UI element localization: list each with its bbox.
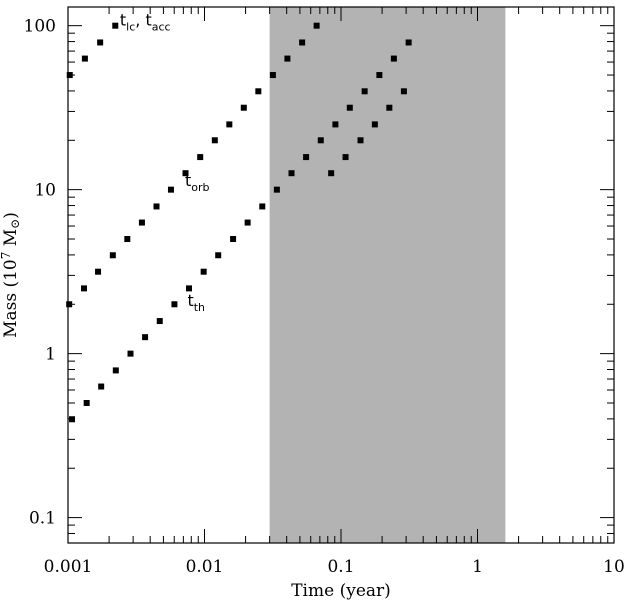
- data-point-torb: [182, 170, 189, 177]
- data-point-tth: [98, 383, 105, 390]
- series-label-subscript: th: [194, 301, 205, 314]
- data-point-tlc_tacc: [81, 55, 88, 62]
- x-tick-label: 10: [603, 557, 625, 577]
- data-point-tlc_tacc: [112, 22, 119, 29]
- data-point-torb: [357, 137, 364, 144]
- x-tick-label: 1: [472, 557, 483, 577]
- data-point-torb: [284, 55, 291, 62]
- series-label-tlc_tacc: tlc, tacc: [120, 11, 171, 34]
- data-point-tth: [259, 203, 266, 210]
- data-point-torb: [197, 154, 204, 161]
- data-point-torb: [386, 104, 393, 111]
- series-label-torb: torb: [185, 171, 210, 194]
- series-label-subscript: orb: [191, 181, 209, 194]
- y-axis-title-exponent: 7: [0, 252, 13, 260]
- y-tick-label: 1: [45, 345, 56, 365]
- data-point-torb: [269, 72, 276, 79]
- data-point-tth: [376, 72, 383, 79]
- series-label-subscript: lc: [126, 21, 135, 34]
- data-point-tth: [112, 367, 119, 374]
- data-point-torb: [81, 285, 88, 292]
- data-point-torb: [153, 203, 160, 210]
- data-point-tth: [244, 219, 251, 226]
- y-axis-title-main: Mass (10: [1, 259, 21, 338]
- plot-frame: [67, 6, 615, 544]
- data-point-tth: [127, 350, 134, 357]
- series-label-symbol: t: [187, 291, 193, 310]
- series-label-symbol: t: [185, 171, 191, 190]
- data-point-tth: [346, 104, 353, 111]
- data-point-torb: [371, 121, 378, 128]
- data-point-tth: [83, 399, 90, 406]
- shaded-region: [269, 7, 506, 543]
- series-label-separator: ,: [135, 11, 145, 30]
- data-point-torb: [255, 88, 262, 95]
- data-point-tth: [186, 285, 193, 292]
- data-point-tth: [390, 55, 397, 62]
- data-point-tth: [142, 334, 149, 341]
- data-point-torb: [400, 88, 407, 95]
- data-point-torb: [313, 22, 320, 29]
- data-point-tth: [273, 186, 280, 193]
- data-point-torb: [299, 39, 306, 46]
- series-label-subscript: acc: [152, 21, 171, 34]
- data-point-tth: [171, 301, 178, 308]
- x-axis-title: Time (year): [291, 581, 391, 601]
- y-tick-label: 0.1: [29, 509, 56, 529]
- x-tick-label: 0.01: [186, 557, 224, 577]
- data-point-torb: [66, 301, 73, 308]
- y-axis-title-sun-symbol: ⊙: [8, 219, 22, 229]
- data-point-torb: [138, 219, 145, 226]
- y-tick-label: 100: [24, 17, 56, 37]
- data-point-tth: [69, 416, 76, 423]
- data-point-tth: [156, 318, 163, 325]
- data-point-tth: [215, 252, 222, 259]
- data-point-tth: [230, 236, 237, 243]
- data-point-tlc_tacc: [66, 72, 73, 79]
- y-axis-title: Mass (107 M⊙): [0, 212, 22, 338]
- data-point-torb: [109, 252, 116, 259]
- data-point-torb: [95, 268, 102, 275]
- y-axis-title-unit: M: [1, 229, 21, 252]
- data-point-torb: [211, 137, 218, 144]
- data-point-tth: [317, 137, 324, 144]
- data-point-tth: [332, 121, 339, 128]
- data-point-torb: [328, 170, 335, 177]
- x-tick-label: 0.1: [327, 557, 354, 577]
- series-label-symbol: t: [120, 11, 126, 30]
- data-point-torb: [167, 186, 174, 193]
- data-point-tth: [361, 88, 368, 95]
- y-axis-title-close: ): [1, 212, 21, 219]
- data-point-tth: [405, 39, 412, 46]
- data-point-torb: [240, 104, 247, 111]
- x-tick-label: 0.001: [44, 557, 93, 577]
- data-point-tth: [288, 170, 295, 177]
- data-point-torb: [124, 236, 131, 243]
- data-point-tth: [303, 154, 310, 161]
- data-point-torb: [226, 121, 233, 128]
- data-point-torb: [342, 154, 349, 161]
- data-point-tth: [200, 268, 207, 275]
- data-point-tlc_tacc: [97, 39, 104, 46]
- series-label-symbol: t: [145, 11, 151, 30]
- y-tick-label: 10: [34, 181, 56, 201]
- series-label-tth: tth: [187, 291, 205, 314]
